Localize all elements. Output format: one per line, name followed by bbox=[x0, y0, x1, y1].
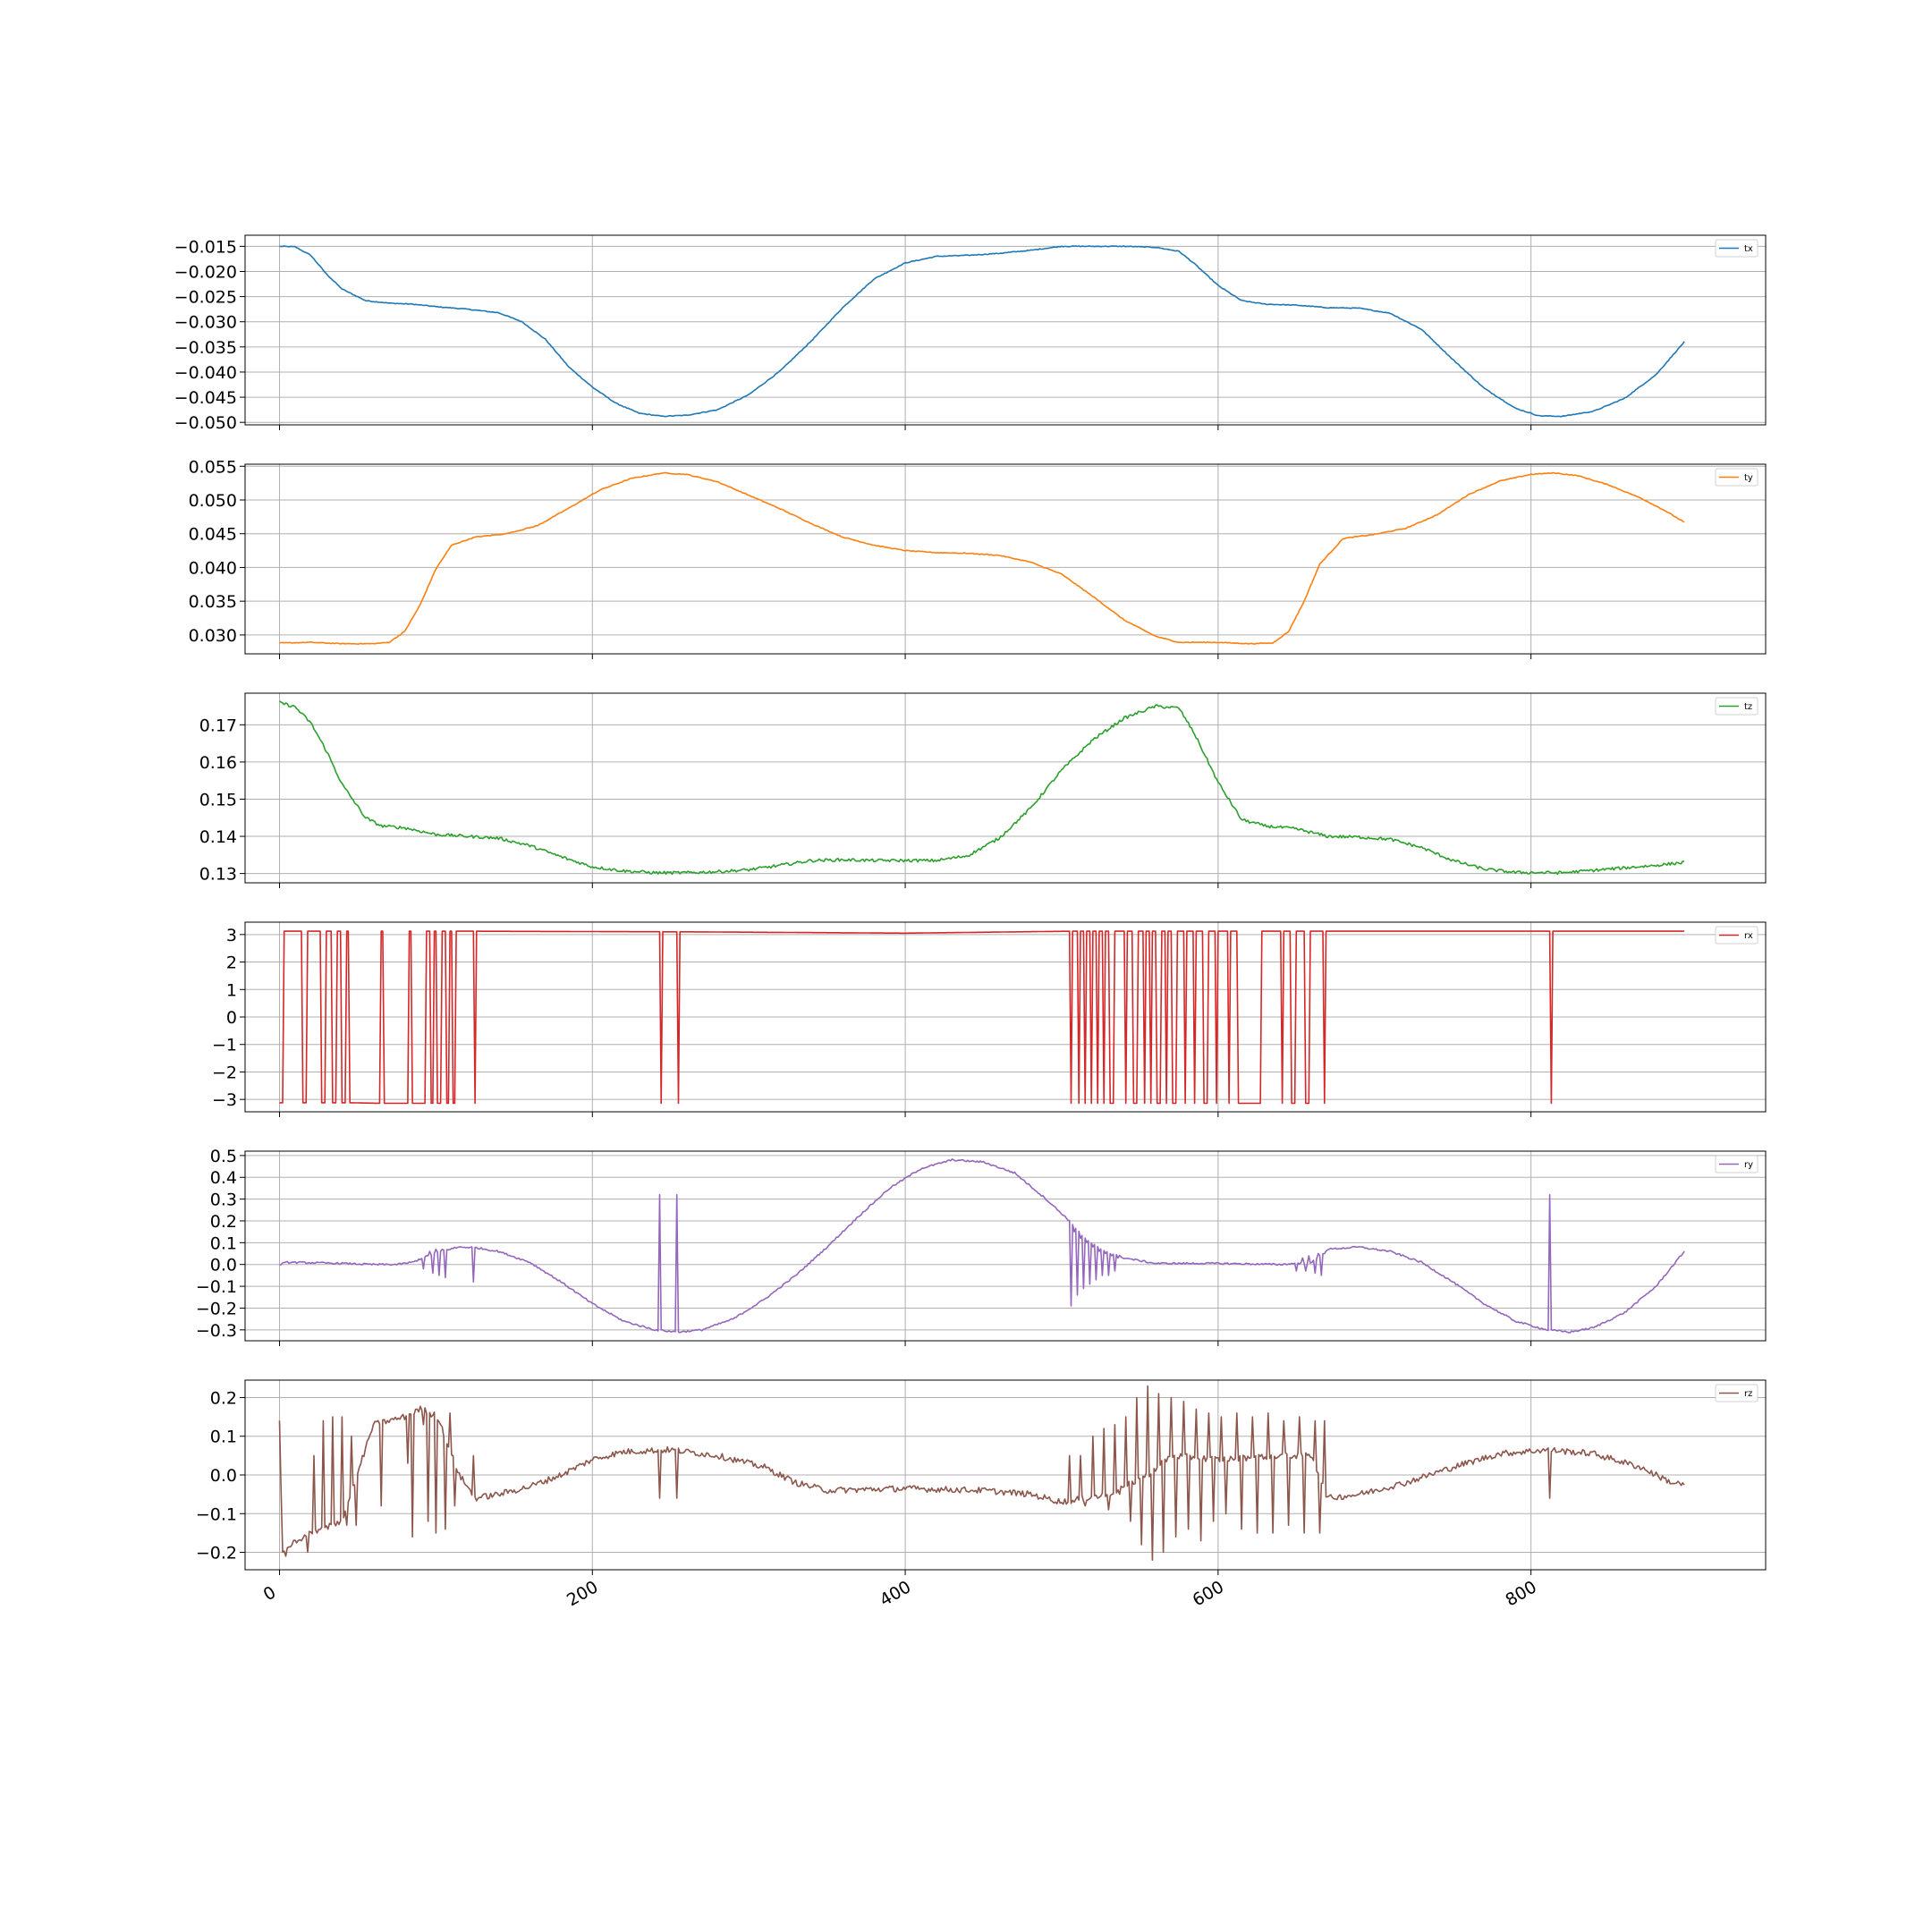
subplot-tz: 0.13 0.14 0.15 0.16 0.17 tz bbox=[199, 692, 1767, 888]
y-tick-label: 3 bbox=[226, 926, 237, 945]
series-line-rx bbox=[279, 930, 1685, 1105]
y-tick-label: 0.1 bbox=[210, 1233, 237, 1253]
subplot-rx: 3 2 1 0 −1 −2 −3 rx bbox=[212, 921, 1767, 1117]
x-tick-label: 800 bbox=[1502, 1577, 1539, 1610]
y-tick-label: 0.17 bbox=[199, 716, 237, 735]
axes-frame bbox=[244, 1150, 1767, 1342]
y-tick-label: −0.040 bbox=[174, 363, 237, 383]
subplot-rz: 0.2 0.1 0.0 −0.1 −0.2 rz bbox=[196, 1379, 1767, 1575]
y-tick-label: 0.055 bbox=[189, 457, 237, 477]
series-line-ry bbox=[279, 1158, 1685, 1334]
y-tick-label: 0.0 bbox=[210, 1256, 237, 1275]
y-tick-label: −0.1 bbox=[196, 1504, 237, 1524]
y-tick-label: 0.045 bbox=[189, 525, 237, 545]
y-tick-label: 2 bbox=[226, 953, 237, 973]
y-tick-label: −0.015 bbox=[174, 237, 237, 257]
y-tick-label: −1 bbox=[212, 1036, 237, 1055]
x-tick-label: 600 bbox=[1190, 1577, 1227, 1610]
series-line-tx bbox=[279, 245, 1685, 418]
y-tick-label: 0 bbox=[226, 1008, 237, 1028]
axes-frame bbox=[244, 921, 1767, 1113]
subplot-tx: −0.015 −0.020 −0.025 −0.030 −0.035 −0.040 −0.0… bbox=[174, 234, 1767, 433]
y-tick-label: −0.035 bbox=[174, 338, 237, 358]
y-tick-label: 1 bbox=[226, 980, 237, 1000]
x-tick-label: 400 bbox=[877, 1577, 914, 1610]
legend-label: tz bbox=[1744, 702, 1752, 712]
y-tick-label: −0.3 bbox=[196, 1321, 237, 1341]
subplot-ty: 0.030 0.035 0.040 0.045 0.050 0.055 ty bbox=[189, 457, 1767, 659]
y-tick-label: 0.2 bbox=[210, 1388, 237, 1408]
axes-frame bbox=[244, 1379, 1767, 1571]
legend-label: ty bbox=[1744, 473, 1753, 483]
y-tick-label: 0.040 bbox=[189, 558, 237, 578]
series-line-ty bbox=[279, 471, 1685, 645]
y-tick-label: −2 bbox=[212, 1063, 237, 1082]
y-tick-label: −0.2 bbox=[196, 1299, 237, 1318]
y-tick-label: 0.050 bbox=[189, 491, 237, 511]
x-tick-label: 0 bbox=[260, 1582, 279, 1605]
y-tick-label: −0.025 bbox=[174, 288, 237, 308]
y-tick-label: 0.2 bbox=[210, 1212, 237, 1232]
y-tick-label: −0.2 bbox=[196, 1544, 237, 1563]
axes-frame bbox=[244, 692, 1767, 884]
axes-frame bbox=[244, 234, 1767, 426]
y-tick-label: 0.4 bbox=[210, 1168, 237, 1188]
legend-label: tx bbox=[1744, 244, 1753, 254]
x-tick-label: 200 bbox=[564, 1577, 601, 1610]
y-tick-label: −0.045 bbox=[174, 388, 237, 408]
y-tick-label: −0.1 bbox=[196, 1277, 237, 1297]
legend-label: rz bbox=[1744, 1389, 1752, 1399]
y-tick-label: 0.1 bbox=[210, 1428, 237, 1447]
y-tick-label: −0.030 bbox=[174, 313, 237, 333]
y-tick-label: 0.15 bbox=[199, 790, 237, 809]
y-tick-label: 0.14 bbox=[199, 827, 237, 847]
y-tick-label: 0.16 bbox=[199, 753, 237, 773]
y-tick-label: −0.020 bbox=[174, 262, 237, 282]
series-line-tz bbox=[279, 700, 1685, 876]
y-tick-label: 0.3 bbox=[210, 1191, 237, 1210]
subplot-ry: 0.5 0.4 0.3 0.20.1 0.0 −0.1 −0.2 −0.3 ry bbox=[196, 1147, 1767, 1346]
series-line-rz bbox=[278, 1385, 1685, 1561]
y-tick-label: −0.050 bbox=[174, 413, 237, 433]
y-tick-label: 0.5 bbox=[210, 1147, 237, 1166]
y-tick-label: 0.13 bbox=[199, 865, 237, 885]
y-tick-label: −3 bbox=[212, 1090, 237, 1110]
y-tick-label: 0.0 bbox=[210, 1466, 237, 1486]
axes-frame bbox=[244, 463, 1767, 655]
legend-label: ry bbox=[1744, 1160, 1753, 1170]
legend-label: rx bbox=[1744, 931, 1753, 941]
y-tick-label: 0.030 bbox=[189, 626, 237, 646]
y-tick-label: 0.035 bbox=[189, 592, 237, 612]
